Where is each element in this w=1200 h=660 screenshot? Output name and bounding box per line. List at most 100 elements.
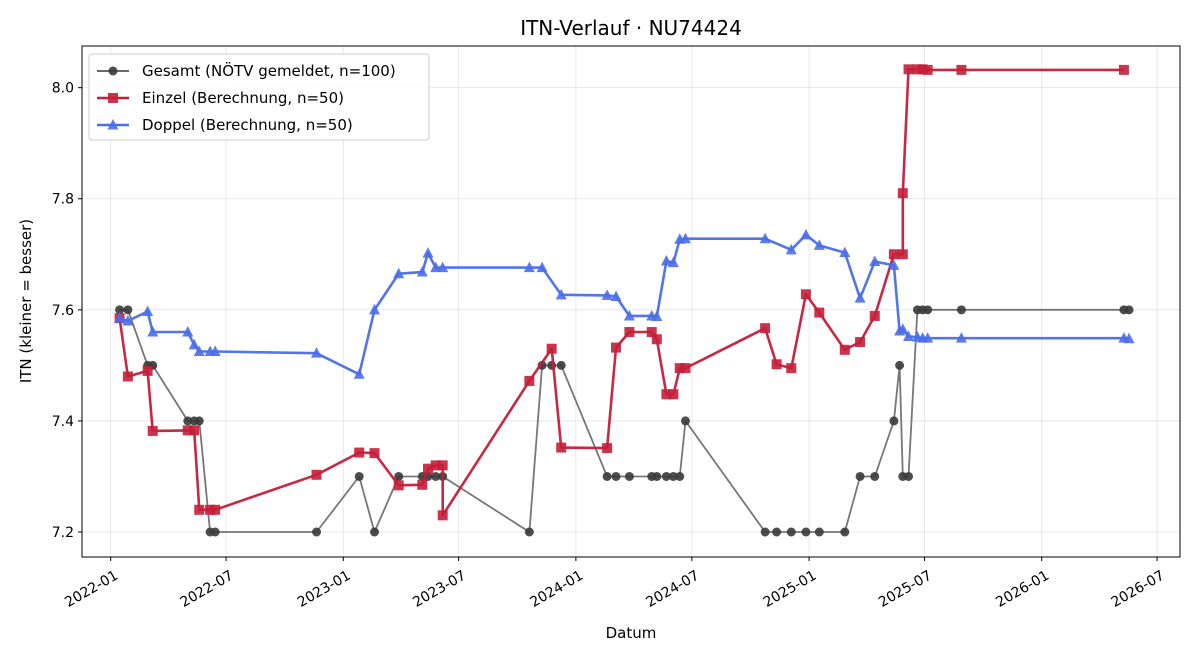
data-point [869, 255, 881, 267]
data-point [193, 345, 205, 356]
data-point [855, 337, 866, 348]
data-point [123, 305, 133, 315]
data-point [814, 527, 824, 537]
plot-frame [81, 45, 1181, 558]
data-point [354, 447, 365, 458]
data-point [353, 368, 365, 379]
data-point [897, 323, 909, 334]
data-point [430, 460, 441, 471]
data-point [661, 389, 672, 400]
y-axis: 7.2 7.4 7.6 7.8 8.0 [52, 81, 82, 541]
data-point [923, 305, 933, 315]
series-doppel [114, 228, 1135, 379]
data-point [354, 471, 364, 481]
data-point [189, 425, 200, 436]
legend-marker [108, 93, 118, 103]
data-point [523, 261, 535, 273]
x-axis-label: Datum [606, 624, 657, 642]
data-point [142, 305, 154, 316]
data-point [205, 504, 216, 515]
data-point [1123, 332, 1135, 344]
data-point [1124, 305, 1134, 315]
data-point [771, 359, 782, 370]
data-point [431, 471, 441, 481]
y-tick-label: 7.8 [52, 192, 74, 208]
series-layer [114, 64, 1135, 537]
y-tick-label: 7.6 [52, 303, 74, 319]
data-point [955, 332, 967, 343]
data-point [651, 310, 663, 321]
data-point [675, 471, 685, 481]
data-point [556, 442, 567, 453]
data-point [661, 471, 671, 481]
data-point [956, 64, 967, 75]
data-point [956, 305, 966, 315]
legend-label: Gesamt (NÖTV gemeldet, n=100) [142, 61, 396, 80]
data-point [651, 334, 662, 345]
data-point [855, 471, 865, 481]
legend: Gesamt (NÖTV gemeldet, n=100) Einzel (Ber… [88, 53, 430, 141]
data-point [903, 330, 915, 341]
data-point [555, 288, 567, 300]
data-point [437, 460, 448, 471]
data-point [624, 471, 634, 481]
data-point [903, 64, 914, 75]
data-point [904, 471, 914, 481]
data-point [369, 303, 381, 315]
data-point [646, 327, 657, 338]
data-point [897, 188, 908, 199]
data-point [422, 247, 434, 258]
data-point [917, 64, 928, 75]
data-point [888, 259, 900, 270]
data-point [393, 480, 404, 491]
data-point [147, 425, 158, 436]
data-point [680, 416, 690, 426]
data-point [800, 289, 811, 300]
data-point [430, 261, 442, 273]
data-point [679, 232, 691, 244]
data-point [786, 363, 797, 374]
y-tick-label: 7.2 [52, 525, 74, 541]
series-gesamt [115, 305, 1134, 537]
data-point [854, 292, 866, 303]
data-point [870, 471, 880, 481]
data-point [147, 326, 159, 337]
data-point [556, 360, 566, 370]
data-point [772, 527, 782, 537]
data-point [122, 314, 134, 326]
series-einzel [114, 64, 1129, 521]
data-point [393, 267, 405, 279]
data-point [869, 310, 880, 321]
data-point [437, 261, 449, 273]
data-point [668, 471, 678, 481]
data-point [602, 471, 612, 481]
data-point [417, 479, 428, 490]
data-point [115, 305, 125, 315]
data-point [1118, 64, 1129, 75]
data-point [423, 463, 434, 474]
data-point [601, 289, 613, 300]
data-point [922, 332, 934, 343]
data-point [312, 527, 322, 537]
data-point [667, 256, 679, 268]
data-point [785, 243, 797, 255]
data-point [623, 309, 635, 321]
data-point [524, 527, 534, 537]
data-point [311, 347, 323, 358]
data-point [897, 249, 908, 260]
data-point [142, 365, 153, 376]
data-point [813, 239, 825, 250]
data-point [370, 527, 380, 537]
legend-marker [107, 119, 119, 130]
data-point [895, 360, 905, 370]
legend-label: Einzel (Berechnung, n=50) [142, 89, 344, 107]
data-point [610, 290, 622, 302]
data-point [759, 232, 771, 244]
data-point [652, 471, 662, 481]
chart-title: ITN-Verlauf · NU74424 [520, 16, 742, 40]
data-point [114, 312, 126, 323]
legend-label: Doppel (Berechnung, n=50) [142, 116, 353, 134]
data-point [210, 527, 220, 537]
data-point [624, 327, 635, 338]
data-point [840, 527, 850, 537]
